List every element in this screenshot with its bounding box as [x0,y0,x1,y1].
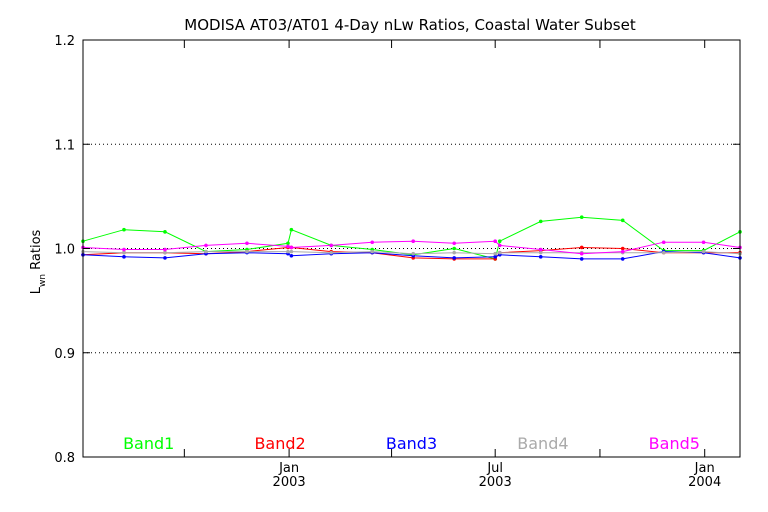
data-point-band3 [163,256,167,260]
data-point-band4 [122,250,126,255]
data-point-band5 [701,240,706,245]
data-point-band4 [538,250,543,255]
data-point-band1 [452,246,456,251]
data-point-band1 [122,227,126,232]
data-point-band1 [497,239,502,244]
y-tick-label: 1.2 [54,34,75,49]
data-point-band5 [493,239,497,244]
data-point-band3 [289,253,294,258]
x-tick-label-year: 2003 [273,475,306,490]
data-point-band5 [620,249,625,254]
data-point-band5 [245,241,249,246]
data-point-band4 [497,250,502,255]
data-point-band4 [286,249,290,254]
data-point-band1 [289,227,294,232]
data-point-band5 [289,245,294,250]
chart-title: MODISA AT03/AT01 4-Day nLw Ratios, Coast… [184,16,636,34]
legend-label-band4: Band4 [517,434,568,453]
data-point-band5 [163,247,167,252]
data-point-band5 [286,244,290,249]
data-point-band3 [579,257,584,261]
legend-label-band1: Band1 [123,434,174,453]
data-point-band3 [493,255,497,259]
data-point-band5 [370,240,375,245]
data-point-band5 [579,251,584,256]
data-point-band4 [289,249,294,254]
data-point-band5 [497,243,502,248]
data-point-band1 [163,230,167,234]
data-point-band1 [286,241,290,246]
data-point-band5 [204,243,208,248]
y-tick-label: 1.0 [54,243,75,258]
data-point-band4 [661,250,666,255]
legend: Band1 Band2 Band3 Band4 Band5 [123,434,700,453]
data-point-band4 [245,249,249,254]
y-tick-label: 0.8 [54,451,75,466]
data-point-band4 [452,250,456,255]
data-point-band4 [411,251,416,256]
legend-label-band2: Band2 [254,434,305,453]
data-point-band5 [661,240,666,245]
data-point-band3 [452,256,456,260]
data-point-band4 [163,250,167,255]
x-tick-label-month: Jul [486,461,503,476]
data-point-band1 [579,215,584,220]
y-tick-label: 0.9 [54,347,75,362]
data-point-band5 [122,247,126,252]
data-point-band5 [329,243,334,248]
data-point-band5 [452,241,456,246]
data-point-band4 [204,249,208,254]
x-tick-label-month: Jan [694,461,715,476]
data-point-band3 [538,255,543,259]
data-point-band4 [370,249,375,254]
data-point-band3 [620,257,625,261]
x-tick-label-month: Jan [278,461,299,476]
data-point-band2 [620,246,625,251]
legend-label-band3: Band3 [386,434,437,453]
series-layer [81,215,742,261]
data-point-band5 [538,247,543,252]
data-point-band5 [411,239,416,244]
y-tick-label: 1.1 [54,138,75,153]
data-point-band4 [493,251,497,256]
data-point-band3 [122,255,126,259]
legend-label-band5: Band5 [649,434,700,453]
data-point-band4 [329,250,334,255]
data-point-band4 [701,249,706,254]
x-tick-label-year: 2004 [688,475,721,490]
grid [83,143,740,354]
x-tick-label-year: 2003 [479,475,512,490]
data-point-band2 [579,245,584,250]
data-point-band1 [538,219,543,224]
y-axis-label: Lwn Ratios [29,229,48,294]
data-point-band1 [620,218,625,223]
